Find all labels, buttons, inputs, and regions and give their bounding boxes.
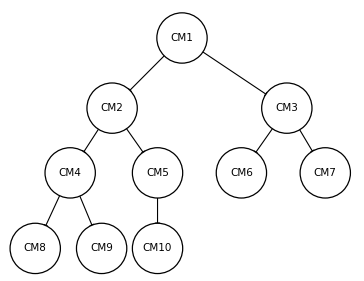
Text: CM2: CM2 (101, 103, 123, 113)
Text: CM7: CM7 (314, 168, 337, 178)
Text: CM1: CM1 (171, 33, 193, 43)
Text: CM8: CM8 (24, 243, 47, 253)
Ellipse shape (45, 148, 95, 198)
Ellipse shape (157, 13, 207, 63)
Ellipse shape (216, 148, 266, 198)
Ellipse shape (87, 83, 137, 133)
Ellipse shape (76, 223, 127, 274)
Ellipse shape (132, 223, 183, 274)
Text: CM5: CM5 (146, 168, 169, 178)
Ellipse shape (10, 223, 60, 274)
Text: CM3: CM3 (276, 103, 298, 113)
Text: CM10: CM10 (143, 243, 172, 253)
Ellipse shape (300, 148, 351, 198)
Text: CM9: CM9 (90, 243, 113, 253)
Ellipse shape (132, 148, 183, 198)
Ellipse shape (262, 83, 312, 133)
Text: CM6: CM6 (230, 168, 253, 178)
Text: CM4: CM4 (59, 168, 82, 178)
